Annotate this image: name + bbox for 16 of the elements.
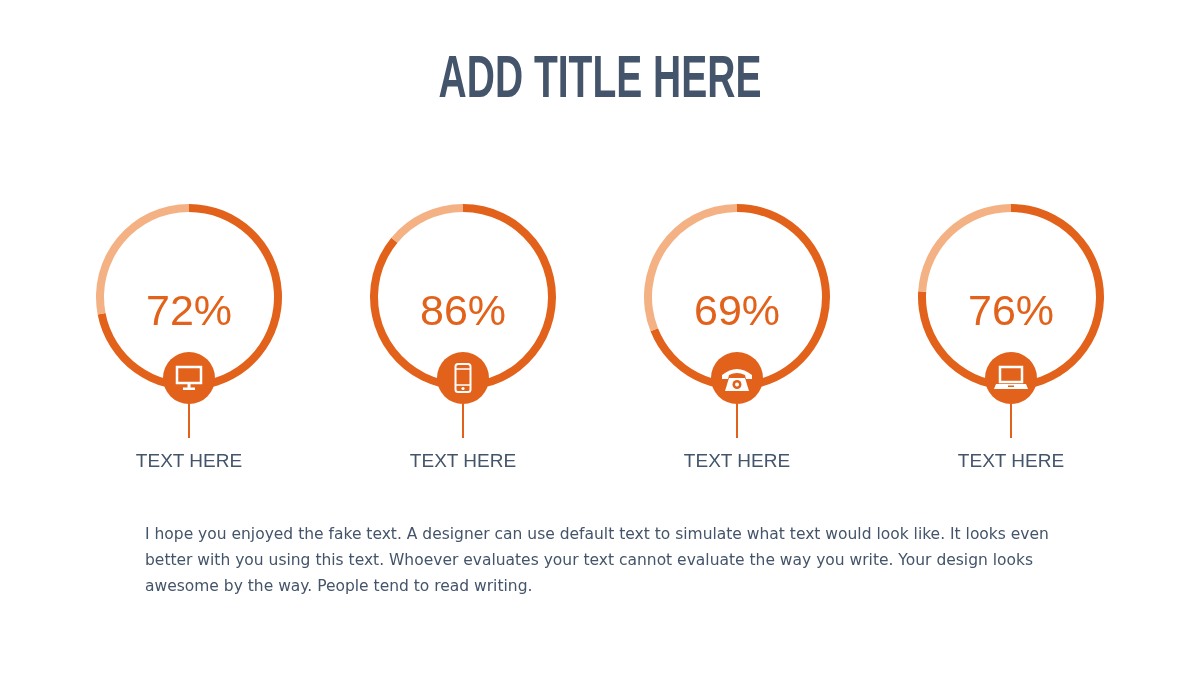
text: TEXT HERE [683, 450, 791, 471]
donut-slice [650, 204, 830, 390]
text: TEXT HERE [409, 450, 517, 471]
donut-slice [97, 204, 282, 390]
text: I hope you enjoyed the fake text. A designer can use default text to simulate what text would look like. It looks even better with you using this text. Whoever evaluates your text cannot evaluate the way you write. Your design looks awesome by the way. People tend to read writing. [145, 524, 1050, 597]
text: TEXT HERE [135, 450, 243, 471]
donut-slice [918, 204, 1011, 292]
data-label: 69% [693, 286, 781, 334]
donut-slice [391, 204, 463, 243]
donut-slice [370, 204, 556, 390]
data-label: 72% [145, 286, 233, 334]
donut-slice [918, 204, 1104, 390]
data-label: 76% [967, 286, 1055, 334]
text: ADD TITLE HERE [438, 42, 762, 111]
data-label: 86% [419, 286, 507, 334]
text: TEXT HERE [957, 450, 1065, 471]
